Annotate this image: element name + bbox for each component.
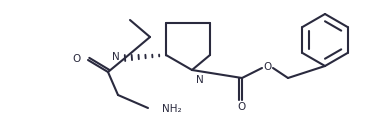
Text: N: N	[196, 75, 204, 85]
Text: N: N	[112, 52, 120, 62]
Text: O: O	[73, 54, 81, 64]
Text: O: O	[264, 62, 272, 72]
Text: O: O	[237, 102, 245, 112]
Text: NH₂: NH₂	[162, 104, 182, 114]
